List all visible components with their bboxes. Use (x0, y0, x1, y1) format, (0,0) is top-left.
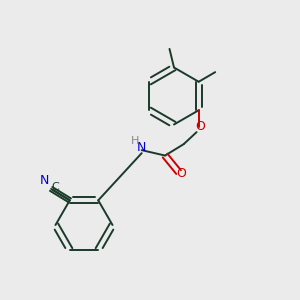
Text: C: C (51, 182, 59, 191)
Text: N: N (40, 174, 49, 187)
Text: O: O (176, 167, 186, 180)
Text: O: O (195, 120, 205, 133)
Text: H: H (131, 136, 139, 146)
Text: N: N (137, 141, 146, 154)
